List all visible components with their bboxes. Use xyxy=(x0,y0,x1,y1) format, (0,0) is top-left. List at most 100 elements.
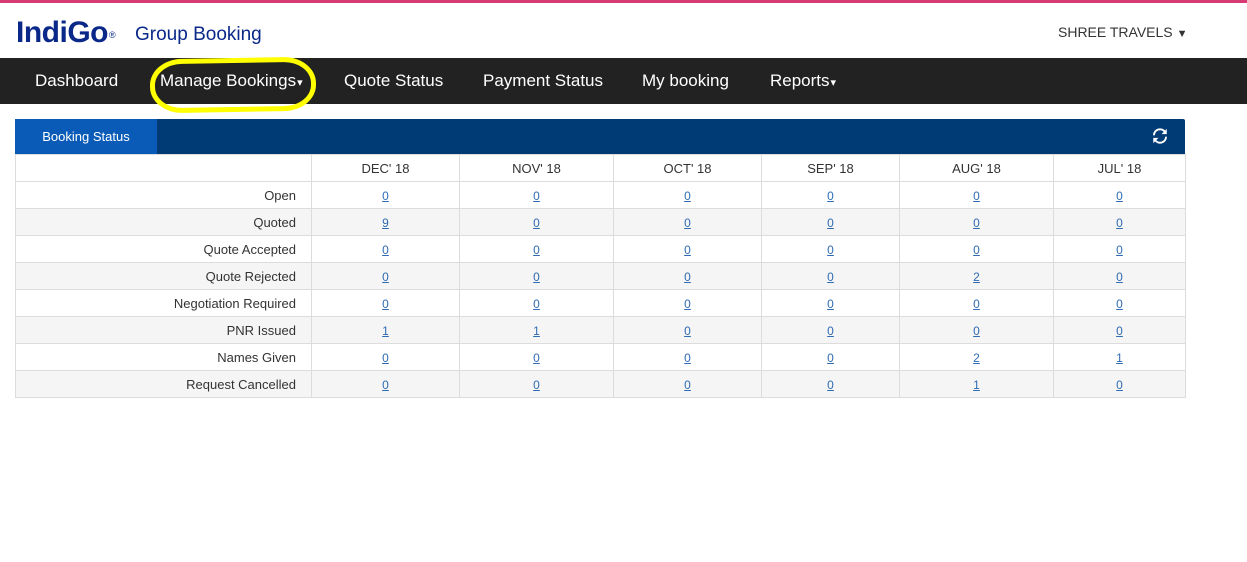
table-cell: 0 xyxy=(613,316,762,344)
table-cell: 0 xyxy=(1053,316,1186,344)
count-link[interactable]: 0 xyxy=(827,350,834,365)
count-link[interactable]: 0 xyxy=(827,269,834,284)
table-cell: 0 xyxy=(761,181,900,209)
table-row: Names Given 0 0 0 0 2 1 xyxy=(15,343,1186,371)
nav-payment-status[interactable]: Payment Status xyxy=(483,58,603,104)
count-link[interactable]: 0 xyxy=(973,242,980,257)
count-link[interactable]: 0 xyxy=(533,188,540,203)
panel-header: Booking Status xyxy=(15,119,1185,154)
user-account-menu[interactable]: SHREE TRAVELS ▼ xyxy=(1058,23,1188,43)
count-link[interactable]: 9 xyxy=(382,215,389,230)
count-link[interactable]: 0 xyxy=(684,269,691,284)
nav-reports[interactable]: Reports▾ xyxy=(770,58,836,104)
count-link[interactable]: 0 xyxy=(973,188,980,203)
count-link[interactable]: 0 xyxy=(533,269,540,284)
count-link[interactable]: 0 xyxy=(382,269,389,284)
table-cell: 0 xyxy=(459,208,614,236)
table-cell: 0 xyxy=(1053,289,1186,317)
count-link[interactable]: 0 xyxy=(1116,377,1123,392)
table-cell: 0 xyxy=(613,343,762,371)
count-link[interactable]: 0 xyxy=(684,242,691,257)
count-link[interactable]: 2 xyxy=(973,350,980,365)
count-link[interactable]: 2 xyxy=(973,269,980,284)
column-header-sep-18: SEP' 18 xyxy=(761,154,900,182)
count-link[interactable]: 0 xyxy=(1116,188,1123,203)
count-link[interactable]: 0 xyxy=(1116,215,1123,230)
table-cell: 1 xyxy=(1053,343,1186,371)
table-cell: 0 xyxy=(311,235,460,263)
count-link[interactable]: 0 xyxy=(684,296,691,311)
nav-quote-status[interactable]: Quote Status xyxy=(344,58,443,104)
count-link[interactable]: 0 xyxy=(827,377,834,392)
table-cell: 0 xyxy=(613,370,762,398)
count-link[interactable]: 0 xyxy=(1116,242,1123,257)
table-cell: 0 xyxy=(899,208,1054,236)
row-label: Names Given xyxy=(15,343,312,371)
table-cell: 9 xyxy=(311,208,460,236)
count-link[interactable]: 0 xyxy=(382,242,389,257)
count-link[interactable]: 0 xyxy=(382,296,389,311)
table-cell: 2 xyxy=(899,343,1054,371)
count-link[interactable]: 0 xyxy=(827,323,834,338)
count-link[interactable]: 1 xyxy=(1116,350,1123,365)
count-link[interactable]: 0 xyxy=(382,350,389,365)
count-link[interactable]: 0 xyxy=(973,215,980,230)
count-link[interactable]: 0 xyxy=(382,188,389,203)
table-row: Open 0 0 0 0 0 0 xyxy=(15,181,1186,209)
count-link[interactable]: 0 xyxy=(382,377,389,392)
count-link[interactable]: 0 xyxy=(533,350,540,365)
count-link[interactable]: 0 xyxy=(1116,296,1123,311)
table-cell: 0 xyxy=(459,289,614,317)
row-label: PNR Issued xyxy=(15,316,312,344)
table-cell: 0 xyxy=(761,208,900,236)
table-row: Quote Accepted 0 0 0 0 0 0 xyxy=(15,235,1186,263)
table-row: Quoted 9 0 0 0 0 0 xyxy=(15,208,1186,236)
main-navbar: Dashboard Manage Bookings▾ Quote Status … xyxy=(0,58,1247,104)
nav-label: Quote Status xyxy=(344,71,444,90)
count-link[interactable]: 0 xyxy=(684,377,691,392)
table-cell: 0 xyxy=(613,262,762,290)
row-label: Quoted xyxy=(15,208,312,236)
count-link[interactable]: 0 xyxy=(533,377,540,392)
tab-booking-status[interactable]: Booking Status xyxy=(15,119,157,154)
table-cell: 1 xyxy=(311,316,460,344)
count-link[interactable]: 0 xyxy=(533,215,540,230)
count-link[interactable]: 1 xyxy=(533,323,540,338)
table-cell: 0 xyxy=(1053,262,1186,290)
table-cell: 0 xyxy=(311,181,460,209)
nav-manage-bookings[interactable]: Manage Bookings▾ xyxy=(160,58,303,104)
count-link[interactable]: 1 xyxy=(382,323,389,338)
table-cell: 0 xyxy=(459,235,614,263)
count-link[interactable]: 1 xyxy=(973,377,980,392)
row-label: Quote Rejected xyxy=(15,262,312,290)
count-link[interactable]: 0 xyxy=(533,296,540,311)
count-link[interactable]: 0 xyxy=(684,188,691,203)
indigo-logo[interactable]: IndiGo® xyxy=(16,16,116,50)
booking-status-panel: Booking Status DEC' 18 NOV' 18 OCT' 18 S… xyxy=(15,119,1186,398)
count-link[interactable]: 0 xyxy=(1116,323,1123,338)
count-link[interactable]: 0 xyxy=(973,296,980,311)
count-link[interactable]: 0 xyxy=(827,215,834,230)
refresh-icon[interactable] xyxy=(1151,127,1169,145)
table-cell: 0 xyxy=(899,289,1054,317)
table-cell: 1 xyxy=(459,316,614,344)
nav-dashboard[interactable]: Dashboard xyxy=(35,58,118,104)
table-cell: 0 xyxy=(311,343,460,371)
table-cell: 1 xyxy=(899,370,1054,398)
count-link[interactable]: 0 xyxy=(684,323,691,338)
table-cell: 0 xyxy=(311,289,460,317)
count-link[interactable]: 0 xyxy=(827,296,834,311)
table-cell: 2 xyxy=(899,262,1054,290)
nav-my-booking[interactable]: My booking xyxy=(642,58,729,104)
count-link[interactable]: 0 xyxy=(533,242,540,257)
table-cell: 0 xyxy=(899,235,1054,263)
row-label: Negotiation Required xyxy=(15,289,312,317)
count-link[interactable]: 0 xyxy=(827,188,834,203)
count-link[interactable]: 0 xyxy=(684,215,691,230)
nav-label: Reports xyxy=(770,71,830,90)
count-link[interactable]: 0 xyxy=(827,242,834,257)
count-link[interactable]: 0 xyxy=(1116,269,1123,284)
table-row: Quote Rejected 0 0 0 0 2 0 xyxy=(15,262,1186,290)
count-link[interactable]: 0 xyxy=(684,350,691,365)
count-link[interactable]: 0 xyxy=(973,323,980,338)
